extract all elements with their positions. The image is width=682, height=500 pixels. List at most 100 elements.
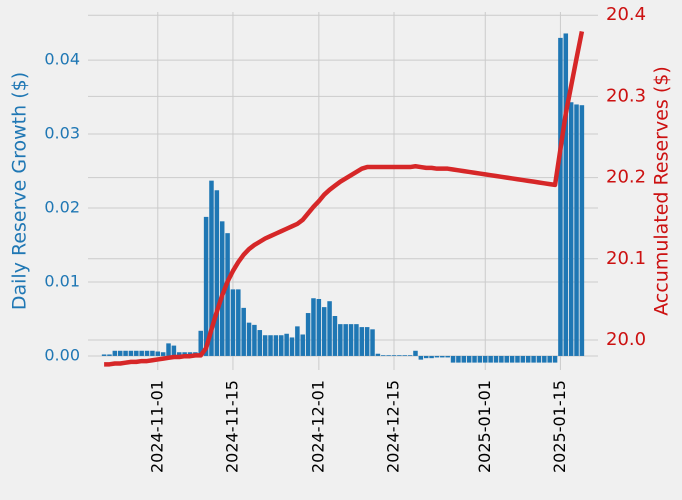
x-tick-label: 2024-12-15 [384, 380, 403, 473]
line [104, 31, 585, 367]
bar [295, 326, 300, 356]
bar [262, 335, 268, 356]
bar [123, 350, 128, 356]
bar [434, 355, 440, 358]
bar [418, 355, 424, 360]
y2-tick-label: 20.2 [606, 167, 646, 188]
y-axis-label: Daily Reserve Growth ($) [9, 72, 31, 310]
bar [160, 352, 166, 356]
bar [203, 216, 209, 356]
bar [236, 289, 241, 356]
bar [472, 355, 477, 363]
bar [520, 355, 526, 363]
y2-tick-label: 20.1 [606, 248, 646, 269]
bar [241, 307, 246, 356]
y-tick-label: 0.03 [44, 124, 80, 143]
bar [542, 355, 547, 363]
bar [386, 355, 391, 356]
bar [284, 333, 289, 356]
bar [332, 316, 338, 356]
bar [445, 355, 450, 358]
x-tick-label: 2024-11-15 [222, 380, 241, 473]
bar [209, 180, 214, 356]
bar [257, 330, 263, 356]
bar [440, 355, 445, 358]
bar [531, 355, 536, 363]
bar [117, 350, 123, 356]
bar [364, 327, 370, 356]
bar [397, 355, 402, 356]
bar [536, 355, 542, 363]
bar [273, 335, 279, 356]
bar [107, 354, 112, 356]
bar [246, 322, 252, 356]
bar [321, 307, 327, 356]
x-tick-label: 2024-11-01 [147, 380, 166, 473]
bar [225, 233, 230, 356]
bar [493, 355, 499, 363]
bar [461, 355, 467, 363]
bar [423, 355, 429, 359]
bar [563, 33, 569, 356]
y-tick-label: 0.00 [44, 345, 80, 364]
bar [311, 298, 316, 356]
bar [429, 355, 434, 359]
bar [327, 301, 332, 356]
bar [112, 350, 118, 356]
bar [128, 350, 134, 356]
bar [504, 355, 509, 363]
bar [171, 345, 177, 356]
bar [252, 324, 257, 356]
bar [370, 329, 375, 356]
bar [402, 355, 407, 356]
bar [139, 350, 144, 356]
bar [381, 355, 386, 356]
bar [568, 102, 574, 356]
bar [338, 324, 343, 356]
bar [300, 334, 305, 356]
bar [150, 350, 155, 356]
bar [198, 330, 203, 356]
bar [230, 289, 236, 356]
bar [268, 335, 273, 356]
bar [289, 337, 295, 356]
bar [359, 327, 365, 356]
bar [343, 324, 348, 356]
bar [525, 355, 531, 363]
bar [144, 350, 150, 356]
y-tick-label: 0.04 [44, 50, 80, 69]
y2-axis-label: Accumulated Reserves ($) [651, 66, 673, 316]
bar [219, 221, 225, 356]
bar [391, 355, 397, 356]
bar [101, 354, 107, 356]
bar [354, 324, 359, 356]
bar [499, 355, 504, 363]
bar [450, 355, 456, 363]
bar [407, 355, 413, 356]
bar [214, 190, 220, 356]
bar [279, 335, 284, 356]
bar [375, 353, 381, 356]
bar [177, 352, 182, 356]
x-tick-label: 2024-12-01 [308, 380, 327, 473]
bar [413, 350, 418, 356]
bar [547, 355, 552, 363]
bar [509, 355, 515, 363]
bar [155, 351, 161, 356]
bar [558, 37, 563, 356]
bar [477, 355, 483, 363]
y2-tick-label: 20.4 [606, 4, 646, 25]
bar [483, 355, 488, 363]
y2-tick-label: 20.0 [606, 329, 646, 350]
bar [574, 104, 579, 356]
bar [305, 313, 311, 356]
x-tick-label: 2025-01-01 [475, 380, 494, 473]
x-tick-label: 2025-01-15 [550, 380, 569, 473]
y2-tick-label: 20.3 [606, 85, 646, 106]
bar [316, 298, 322, 356]
bar [552, 355, 558, 363]
bar [166, 343, 171, 356]
bar [134, 350, 139, 356]
bar [456, 355, 461, 363]
